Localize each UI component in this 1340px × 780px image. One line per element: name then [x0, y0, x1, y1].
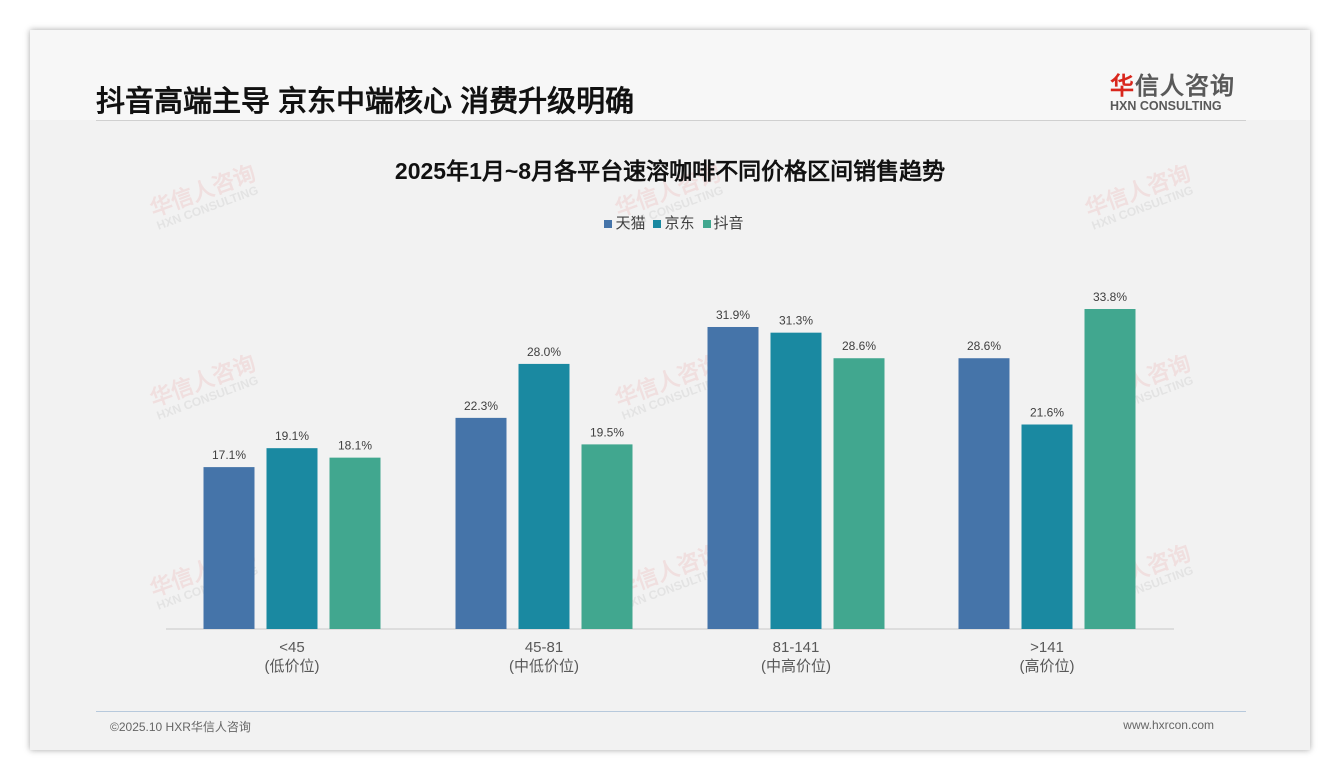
bar-抖音	[833, 358, 885, 629]
logo-accent: 华	[1110, 73, 1135, 100]
bar-京东	[266, 448, 318, 629]
bar-京东	[1021, 424, 1073, 629]
x-tick-label: 45-81	[525, 639, 563, 656]
legend-label: 抖音	[713, 215, 744, 232]
logo: 华信人咨询 HXN CONSULTING	[1110, 66, 1235, 113]
data-label: 31.3%	[779, 314, 813, 328]
legend-swatch	[702, 220, 711, 228]
data-label: 18.1%	[338, 439, 372, 453]
chart-title: 2025年1月~8月各平台速溶咖啡不同价格区间销售趋势	[394, 158, 946, 184]
bar-京东	[518, 363, 570, 629]
footer-divider	[96, 711, 1246, 712]
slide: 抖音高端主导 京东中端核心 消费升级明确 华信人咨询 HXN CONSULTIN…	[30, 30, 1310, 750]
data-label: 33.8%	[1093, 290, 1127, 304]
x-tick-sublabel: (高价位)	[1020, 658, 1075, 675]
logo-cn: 信人咨询	[1135, 73, 1235, 100]
data-label: 19.5%	[590, 425, 624, 439]
x-tick-sublabel: (低价位)	[265, 658, 320, 675]
header-divider	[96, 120, 1246, 121]
logo-en: HXN CONSULTING	[1110, 99, 1222, 113]
data-label: 28.6%	[842, 339, 876, 353]
data-label: 17.1%	[212, 448, 246, 462]
data-label: 31.9%	[716, 308, 750, 322]
data-label: 21.6%	[1030, 406, 1064, 420]
bar-抖音	[1084, 309, 1136, 629]
legend-swatch	[604, 220, 613, 228]
copyright: ©2025.10 HXR华信人咨询	[110, 720, 251, 734]
legend: 天猫 京东 抖音	[30, 212, 1310, 233]
x-tick-label: <45	[279, 639, 304, 656]
data-label: 28.6%	[967, 339, 1001, 353]
bar-天猫	[707, 326, 759, 629]
legend-label: 天猫	[615, 215, 646, 232]
x-tick-label: 81-141	[773, 639, 820, 656]
x-tick-sublabel: (中高价位)	[761, 658, 831, 675]
data-label: 19.1%	[275, 429, 309, 443]
bar-抖音	[581, 444, 633, 629]
header-band	[30, 30, 1310, 120]
website-url: www.hxrcon.com	[1123, 718, 1214, 732]
x-tick-sublabel: (中低价位)	[509, 658, 579, 675]
x-tick-label: >141	[1030, 639, 1064, 656]
legend-label: 京东	[664, 215, 695, 232]
legend-swatch	[653, 220, 662, 228]
bar-天猫	[203, 467, 255, 629]
bar-天猫	[455, 417, 507, 629]
page-title: 抖音高端主导 京东中端核心 消费升级明确	[96, 86, 635, 118]
data-label: 22.3%	[464, 399, 498, 413]
bar-天猫	[958, 358, 1010, 629]
bar-抖音	[329, 457, 381, 629]
bar-chart: 17.1% 19.1% 18.1% <45 (低价位) 22.3% 28.0% 19.5% 45…	[166, 290, 1174, 675]
data-label: 28.0%	[527, 345, 561, 359]
bar-京东	[770, 332, 822, 629]
